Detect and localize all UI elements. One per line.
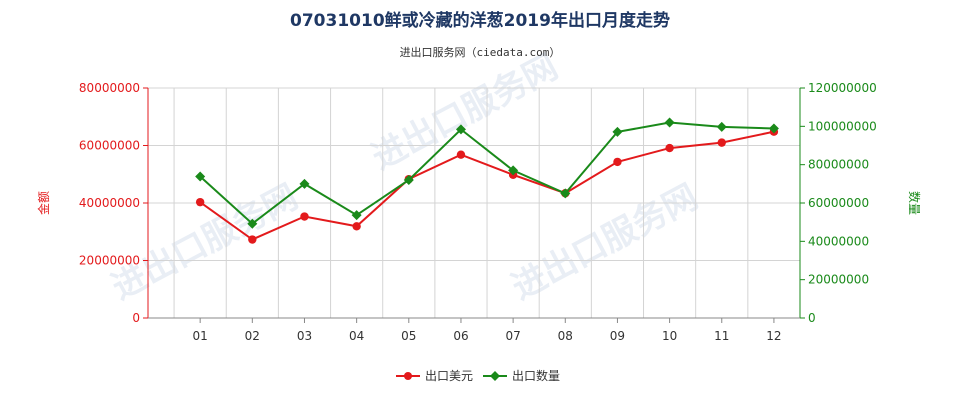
y-axis-left-tick-label: 80000000 (79, 81, 140, 95)
x-axis-tick-label: 02 (245, 329, 260, 343)
watermark-text: 进出口服务网 (365, 47, 564, 178)
y-axis-right-tick-label: 0 (808, 311, 816, 325)
y-axis-right-tick-label: 40000000 (808, 234, 869, 248)
series-qty-point (716, 121, 727, 132)
legend-label-0: 出口美元 (425, 369, 473, 383)
x-axis-tick-label: 09 (610, 329, 625, 343)
y-axis-right-tick-label: 80000000 (808, 158, 869, 172)
y-axis-right-label: 数量 (907, 191, 922, 215)
series-usd-point (352, 222, 361, 231)
x-axis-tick-label: 07 (505, 329, 520, 343)
series-qty-point (560, 188, 571, 199)
x-axis-tick-label: 01 (193, 329, 208, 343)
series-qty-point (247, 218, 258, 229)
axes-layer: 0 20000000 40000000 60000000 80000000 0 200000… (79, 81, 877, 343)
series-usd-point (456, 150, 466, 159)
chart-subtitle: 进出口服务网（ciedata.com） (400, 45, 561, 59)
series-qty-point (664, 117, 675, 128)
series-qty-point (455, 124, 466, 135)
y-axis-left-label: 金额 (36, 191, 51, 215)
series-usd-point (195, 197, 205, 207)
legend-marker-qty (490, 371, 500, 381)
x-axis-tick-label: 08 (558, 329, 573, 343)
y-axis-right-tick-label: 100000000 (808, 119, 877, 133)
y-axis-right-tick-label: 120000000 (808, 81, 877, 95)
y-axis-left-tick-label: 40000000 (79, 196, 140, 210)
series-line-0 (199, 130, 775, 241)
chart-title: 07031010鲜或冷藏的洋葱2019年出口月度走势 (290, 10, 670, 31)
x-axis-tick-label: 12 (766, 329, 781, 343)
series-usd-point (613, 157, 622, 167)
x-axis-tick-label: 10 (662, 329, 677, 343)
x-axis-tick-label: 05 (401, 329, 416, 343)
watermark-text: 进出口服务网 (505, 177, 704, 308)
x-axis-tick-label: 11 (714, 329, 729, 343)
x-axis-tick-label: 06 (453, 329, 468, 343)
legend-marker-usd (404, 372, 412, 380)
series-qty-point (768, 123, 779, 134)
series-usd-point (717, 138, 726, 147)
x-axis-tick-label: 03 (297, 329, 312, 343)
x-axis-tick-label: 04 (349, 329, 364, 343)
y-axis-right-tick-label: 60000000 (808, 196, 869, 210)
y-axis-left-tick-label: 0 (132, 311, 140, 325)
series-qty-point (508, 165, 519, 176)
series-layer (195, 117, 779, 244)
series-usd-point (248, 235, 257, 244)
series-qty-point (612, 126, 623, 137)
y-axis-left-tick-label: 20000000 (79, 254, 140, 268)
series-qty-point (351, 210, 362, 221)
series-qty-point (299, 178, 310, 189)
legend[interactable]: 出口美元 出口数量 (396, 368, 560, 383)
y-axis-left-tick-label: 60000000 (79, 139, 140, 153)
series-qty-point (195, 171, 206, 182)
legend-label-1: 出口数量 (512, 368, 560, 383)
y-axis-right-tick-label: 20000000 (808, 273, 869, 287)
series-usd-point (300, 212, 309, 221)
series-line-1 (199, 121, 774, 225)
series-usd-point (665, 143, 674, 153)
series-qty-point (403, 175, 414, 185)
